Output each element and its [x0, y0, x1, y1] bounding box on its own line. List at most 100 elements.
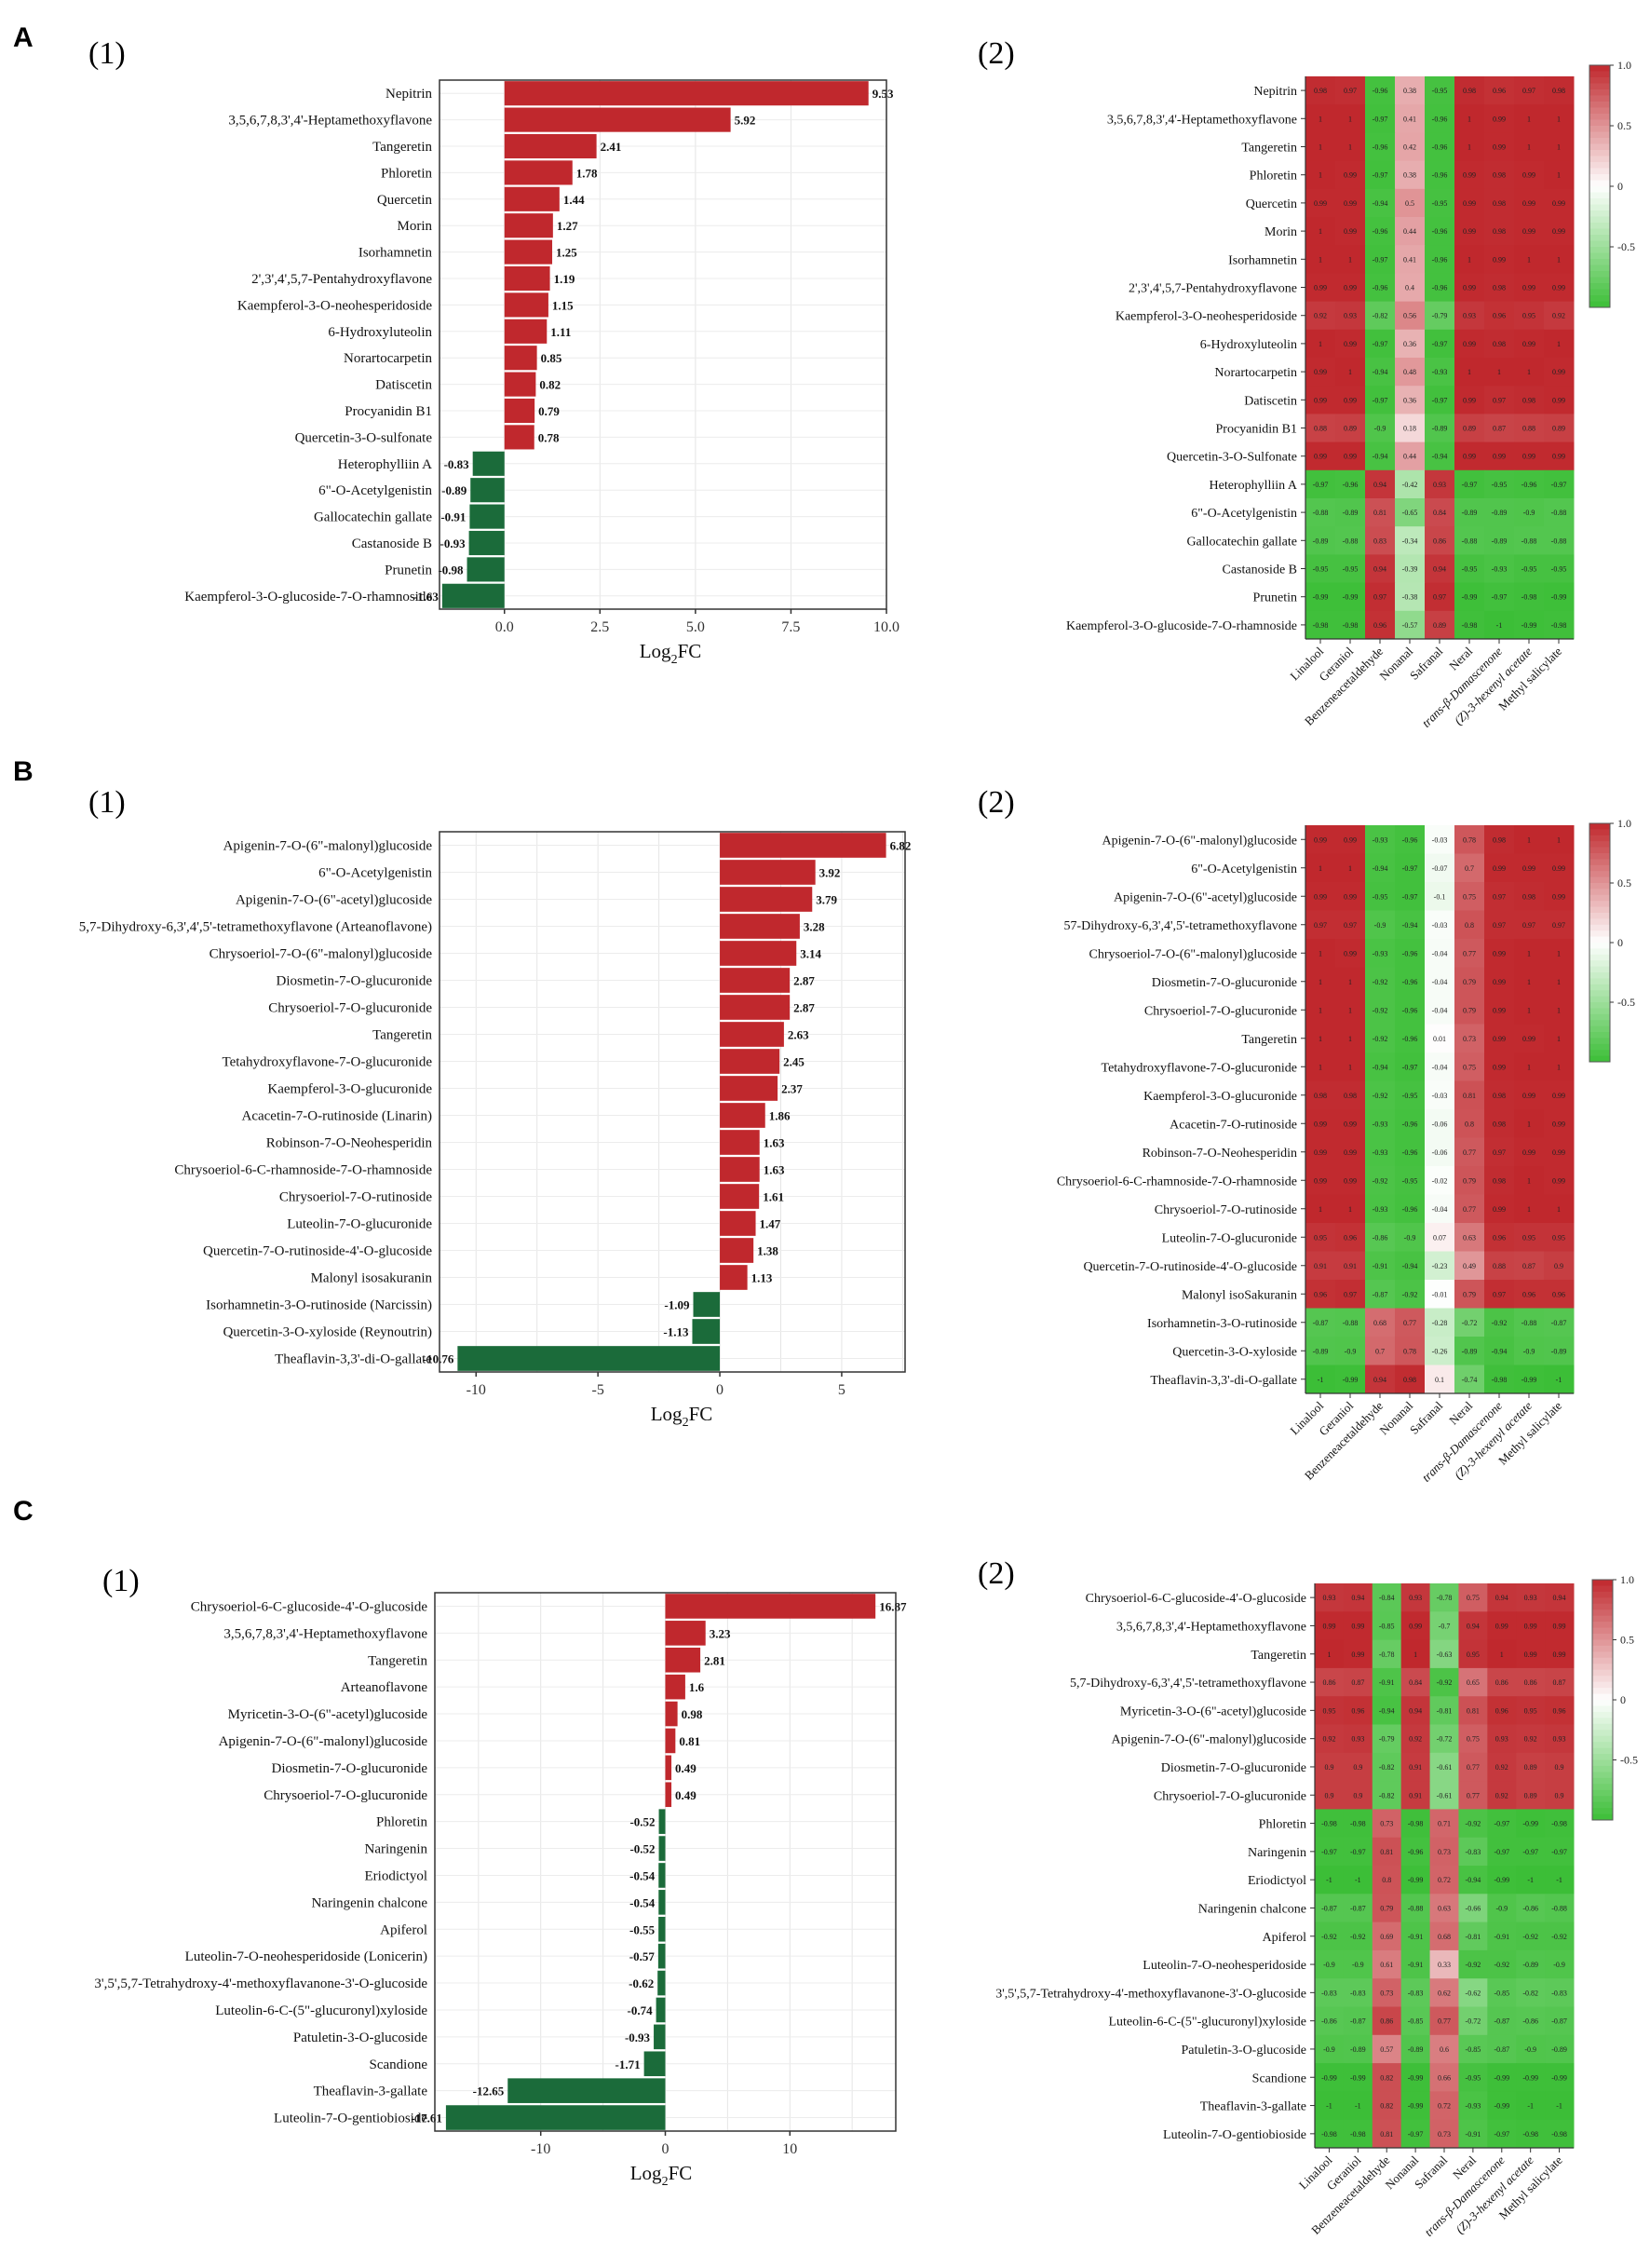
heat-cell [1487, 1809, 1517, 1839]
heat-cell [1487, 1667, 1517, 1697]
cell-value: 1 [1527, 115, 1531, 123]
heat-cell [1425, 1166, 1455, 1195]
heat-cell [1395, 1223, 1426, 1252]
cell-value: -0.95 [1522, 565, 1537, 574]
cell-value: 1 [1557, 340, 1561, 348]
heat-cell [1484, 1080, 1515, 1110]
heat-cell [1365, 414, 1396, 443]
cell-value: -0.87 [1551, 1319, 1567, 1327]
category-label: Robinson-7-O-Neohesperidin [266, 1136, 433, 1151]
cell-value: -0.95 [1492, 481, 1508, 489]
bar [658, 1863, 666, 1888]
heat-cell [1545, 1611, 1575, 1641]
heat-cell [1425, 160, 1455, 190]
heat-cell [1516, 1866, 1546, 1895]
heat-cell [1429, 1752, 1459, 1782]
heat-cell [1544, 853, 1575, 883]
cell-value: -0.97 [1522, 1848, 1538, 1856]
cell-value: 1 [1467, 115, 1471, 123]
legend-segment [1589, 150, 1610, 156]
heat-cell [1335, 582, 1366, 612]
cell-value: 0.99 [1322, 1622, 1335, 1630]
heat-cell [1484, 996, 1515, 1025]
heat-cell [1544, 132, 1575, 162]
cell-value: -0.96 [1432, 255, 1448, 264]
row-label: 5,7-Dihydroxy-6,3',4',5'-tetramethoxyfla… [1070, 1677, 1306, 1691]
heat-cell [1365, 245, 1396, 274]
heat-cell [1305, 1166, 1336, 1195]
legend-segment [1589, 259, 1610, 265]
heat-cell [1372, 1949, 1402, 1979]
legend-segment [1589, 1055, 1610, 1063]
bar [720, 1265, 748, 1290]
legend-segment [1589, 847, 1610, 854]
legend-tick-label: 0.5 [1617, 876, 1631, 890]
cell-value: 0.18 [1403, 425, 1416, 433]
heat-cell [1454, 1280, 1485, 1309]
cell-value: 0.99 [1344, 284, 1357, 292]
legend-segment [1589, 1043, 1610, 1051]
bar [457, 1346, 721, 1371]
cell-value: 0.1 [1435, 1376, 1444, 1384]
heat-cell [1395, 1137, 1426, 1167]
heat-cell [1400, 1809, 1431, 1839]
heat-cell [1516, 1639, 1546, 1669]
heat-cell [1305, 358, 1336, 387]
heat-cell [1315, 1894, 1345, 1923]
heat-cell [1315, 1978, 1345, 2007]
cell-value: -0.99 [1408, 2102, 1424, 2111]
cell-value: 1 [1557, 255, 1561, 264]
cell-value: 0.82 [1380, 2102, 1393, 2111]
cell-value: 0.89 [1433, 621, 1446, 630]
cell-value: -0.96 [1432, 115, 1448, 123]
heat-cell [1425, 301, 1455, 331]
cell-value: 0.86 [1322, 1678, 1335, 1687]
cell-value: 0.42 [1403, 143, 1416, 152]
heat-cell [1335, 132, 1366, 162]
row-label: Isorhamnetin-3-O-rutinoside [1147, 1317, 1297, 1331]
data-label: 1.63 [764, 1163, 785, 1177]
cell-value: 0.78 [1403, 1347, 1416, 1355]
cell-value: 0.75 [1463, 892, 1476, 901]
heat-cell [1335, 273, 1366, 303]
cell-value: 0.99 [1493, 453, 1506, 461]
category-label: Chrysoeriol-7-O-glucuronide [264, 1788, 427, 1803]
bar [720, 968, 791, 993]
cell-value: 0.99 [1495, 1622, 1508, 1630]
cell-value: 0.99 [1493, 255, 1506, 264]
heat-cell [1315, 1639, 1345, 1669]
cell-value: -0.88 [1313, 509, 1329, 517]
cell-value: 0.8 [1465, 1120, 1474, 1128]
heat-cell [1454, 441, 1485, 471]
row-label: Tangeretin [1241, 142, 1297, 156]
legend-segment [1592, 1693, 1613, 1701]
cell-value: -0.7 [1439, 1622, 1451, 1630]
heat-cell [1514, 273, 1545, 303]
category-label: Chrysoeriol-6-C-rhamnoside-7-O-rhamnosid… [174, 1163, 432, 1178]
heat-cell [1335, 1137, 1366, 1167]
cell-value: 0.99 [1522, 1092, 1535, 1100]
cell-value: 1 [1527, 368, 1531, 376]
category-label: Datiscetin [375, 378, 432, 393]
cell-value: -0.92 [1492, 1319, 1508, 1327]
cell-value: 0.99 [1493, 949, 1506, 957]
heat-cell [1514, 967, 1545, 997]
legend-segment [1589, 930, 1610, 938]
legend-segment [1592, 1639, 1613, 1647]
cell-value: -0.63 [1437, 1650, 1453, 1659]
heat-cell [1395, 825, 1426, 854]
heat-cell [1545, 2006, 1575, 2036]
cell-value: 0.98 [1522, 396, 1535, 404]
cell-value: 0.98 [1493, 340, 1506, 348]
x-tick-label: -5 [591, 1382, 603, 1398]
cell-value: 0.9 [1555, 1791, 1564, 1799]
heat-cell [1315, 1949, 1345, 1979]
cell-value: 0.77 [1467, 1763, 1480, 1772]
heat-cell [1487, 1696, 1517, 1725]
legend-segment [1592, 1747, 1613, 1755]
cell-value: 0.99 [1522, 864, 1535, 873]
cell-value: -0.95 [1402, 1176, 1418, 1185]
heat-cell [1315, 2091, 1345, 2121]
category-label: Quercetin [377, 193, 433, 208]
cell-value: 0.72 [1438, 2102, 1451, 2111]
